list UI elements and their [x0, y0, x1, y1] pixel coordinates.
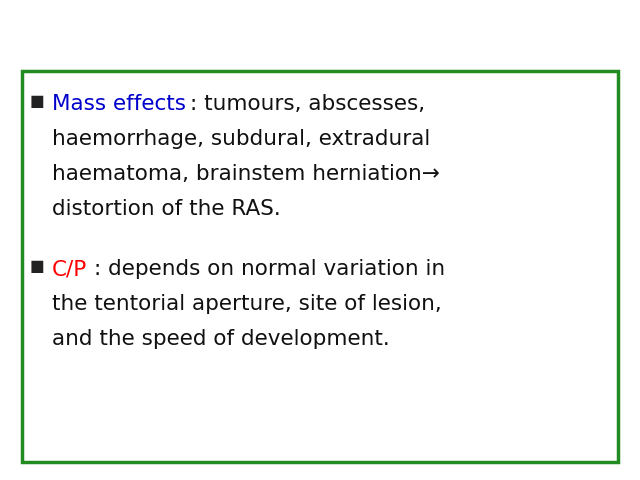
Text: ■: ■ — [30, 259, 45, 274]
Text: : depends on normal variation in: : depends on normal variation in — [94, 259, 445, 279]
Text: and the speed of development.: and the speed of development. — [52, 329, 390, 349]
Text: Mass effects: Mass effects — [52, 94, 186, 114]
Text: haematoma, brainstem herniation→: haematoma, brainstem herniation→ — [52, 164, 440, 184]
Text: : tumours, abscesses,: : tumours, abscesses, — [190, 94, 425, 114]
Text: distortion of the RAS.: distortion of the RAS. — [52, 199, 281, 218]
Text: haemorrhage, subdural, extradural: haemorrhage, subdural, extradural — [52, 129, 430, 149]
Text: the tentorial aperture, site of lesion,: the tentorial aperture, site of lesion, — [52, 294, 442, 314]
Text: Raised intracranial pressure: Raised intracranial pressure — [109, 13, 531, 39]
Text: ■: ■ — [30, 94, 45, 109]
Text: C/P: C/P — [52, 259, 87, 279]
